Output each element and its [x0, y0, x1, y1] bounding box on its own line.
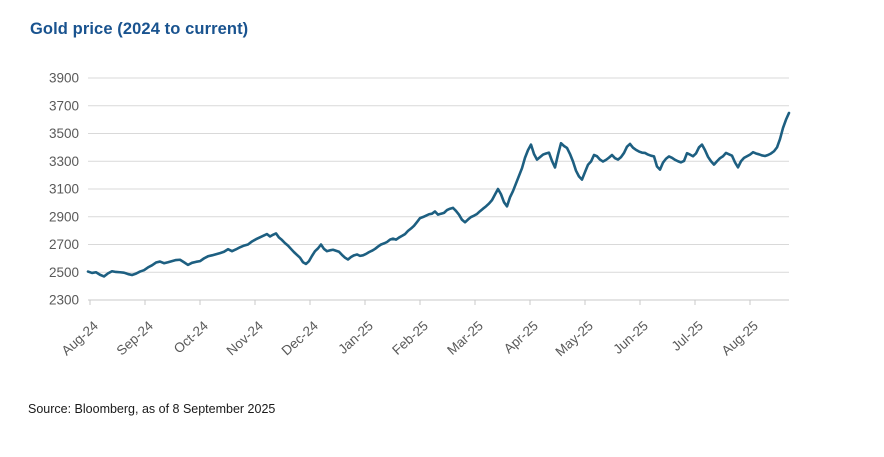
x-tick-label: Aug-25: [719, 318, 761, 358]
x-tick-label: May-25: [553, 318, 596, 359]
price-line-series: [86, 111, 791, 278]
y-tick-label: 2900: [49, 209, 79, 224]
y-tick-label: 2500: [49, 265, 79, 280]
x-tick-label: Aug-24: [59, 318, 102, 359]
x-tick-label: Dec-24: [279, 318, 322, 359]
x-tick-label: Jun-25: [610, 318, 651, 357]
x-tick-label: Jul-25: [669, 318, 706, 354]
y-tick-label: 3300: [49, 154, 79, 169]
y-tick-label: 3900: [49, 71, 79, 86]
y-tick-label: 3100: [49, 182, 79, 197]
chart-title: Gold price (2024 to current): [30, 20, 249, 38]
x-tick-label: Apr-25: [501, 318, 541, 356]
x-tick-label: Oct-24: [171, 318, 212, 357]
y-tick-label: 3500: [49, 126, 79, 141]
y-tick-label: 2300: [49, 293, 79, 308]
x-tick-label: Sep-24: [114, 318, 157, 359]
gold-price-line-chart: 2300 2500 2700 2900 3100 3300 3500 3700 3900 Aug-…: [49, 71, 791, 359]
y-tick-label: 2700: [49, 237, 79, 252]
x-tick-label: Jan-25: [335, 318, 376, 357]
x-tick-label: Nov-24: [224, 318, 267, 359]
x-tick-label: Mar-25: [444, 318, 486, 358]
source-note: Source: Bloomberg, as of 8 September 202…: [28, 402, 276, 416]
x-tick-label: Feb-25: [389, 318, 431, 358]
y-tick-label: 3700: [49, 98, 79, 113]
